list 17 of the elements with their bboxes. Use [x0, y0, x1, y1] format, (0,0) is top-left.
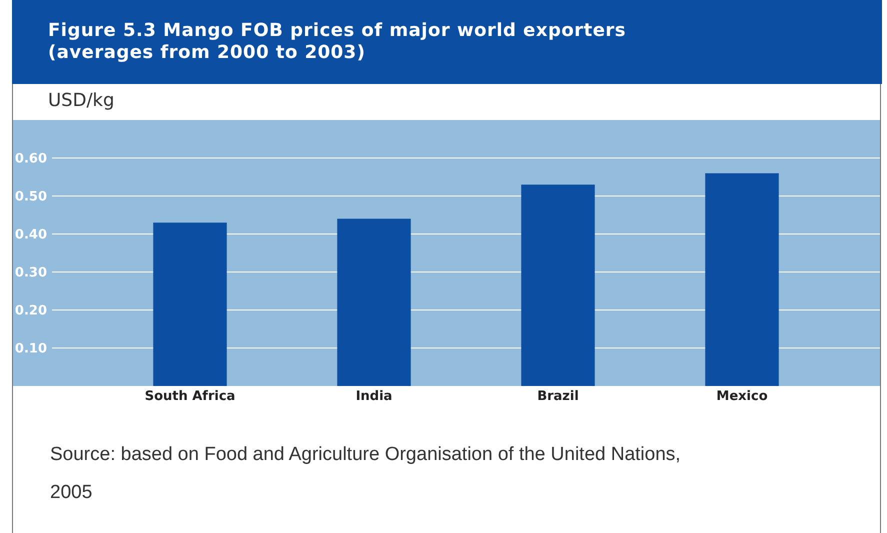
- x-tick-label: Brazil: [537, 389, 579, 404]
- y-tick-label: 0.40: [14, 228, 47, 243]
- chart-title: Figure 5.3 Mango FOB prices of major world exporters (averages from 2000 to 2003): [12, 0, 882, 84]
- bar: [521, 184, 595, 386]
- bar: [337, 218, 411, 386]
- y-tick-label: 0.60: [14, 152, 47, 167]
- source-note: Source: based on Food and Agriculture Organisation of the United Nations, 2005: [50, 443, 682, 505]
- x-tick-label: South Africa: [144, 389, 236, 404]
- y-tick-label: 0.50: [14, 190, 47, 205]
- x-tick-label: Mexico: [716, 389, 768, 404]
- y-tick-label: 0.10: [14, 342, 47, 357]
- y-tick-label: 0.20: [14, 304, 47, 319]
- bar: [705, 173, 779, 386]
- y-tick-label: 0.30: [14, 266, 47, 281]
- x-tick-label: India: [356, 389, 392, 404]
- y-axis-title: USD/kg: [48, 90, 114, 111]
- bar: [153, 222, 227, 386]
